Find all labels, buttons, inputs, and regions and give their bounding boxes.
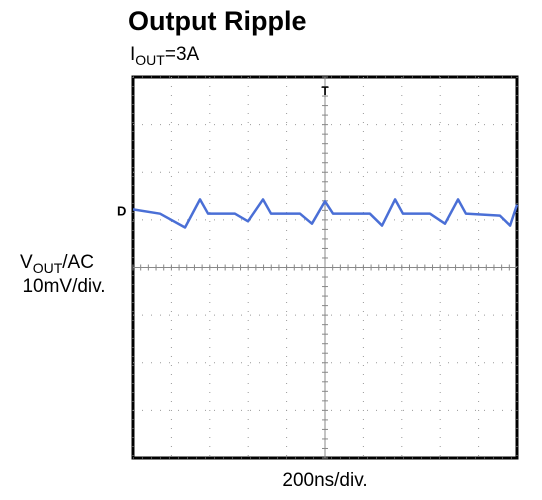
subtitle-main: I (130, 44, 135, 65)
subtitle: IOUT=3A (130, 44, 200, 68)
waveform (132, 198, 519, 229)
y-label-sub: OUT (33, 260, 63, 276)
trigger-marker: T (321, 84, 329, 98)
subtitle-rest: =3A (165, 44, 200, 65)
y-scale: 10mV/div. (22, 276, 105, 297)
y-label: VOUT/AC (20, 252, 94, 276)
y-label-rest: /AC (62, 252, 94, 273)
channel-marker: D (117, 203, 126, 218)
chart-title: Output Ripple (128, 6, 306, 36)
subtitle-sub: OUT (135, 52, 165, 68)
y-label-main: V (20, 252, 33, 273)
x-label: 200ns/div. (282, 470, 367, 491)
